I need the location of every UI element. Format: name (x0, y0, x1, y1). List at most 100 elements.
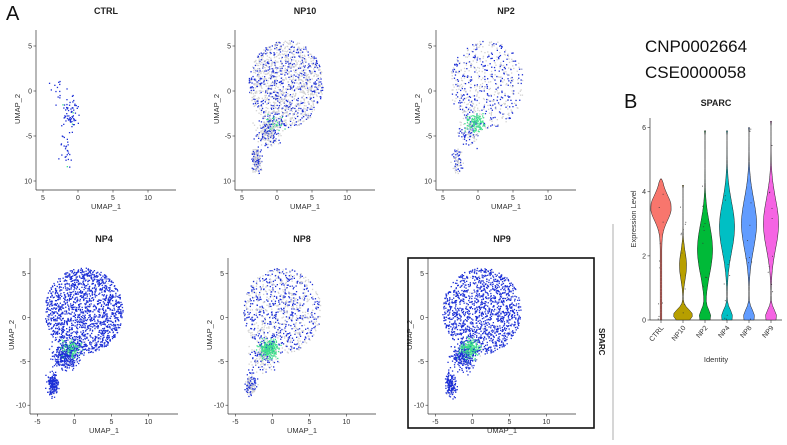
cell-point (285, 57, 287, 59)
cell-point (280, 118, 282, 120)
cell-point (279, 81, 282, 83)
cell-point (64, 349, 66, 351)
cell-point (66, 353, 68, 355)
cell-point (257, 72, 259, 74)
cell-point (92, 271, 94, 273)
cell-point (498, 103, 500, 106)
cell-point (255, 79, 257, 81)
cell-point (63, 360, 66, 362)
cell-point (116, 305, 118, 307)
cell-point (310, 88, 312, 90)
cell-point (266, 55, 268, 57)
cell-point (71, 343, 73, 345)
cell-point (118, 324, 120, 326)
cell-point (298, 77, 300, 79)
cell-point (296, 43, 298, 45)
cell-point (48, 316, 50, 318)
point-cloud (48, 80, 80, 168)
cell-point (46, 381, 48, 383)
cell-point (54, 378, 57, 380)
cell-point (472, 103, 475, 105)
cell-point (64, 363, 66, 365)
cell-point (252, 160, 254, 162)
cell-point (115, 317, 117, 319)
cell-point (81, 274, 83, 276)
cell-point (274, 126, 276, 128)
cell-point (257, 157, 259, 159)
cell-point (262, 53, 264, 55)
cell-point (256, 160, 259, 163)
cell-point (64, 302, 67, 304)
cell-point (276, 71, 278, 74)
cell-point (65, 306, 67, 308)
cell-point (69, 275, 71, 277)
cell-point (111, 337, 114, 340)
cell-point (283, 79, 285, 81)
cell-point (463, 101, 466, 104)
cell-point (303, 48, 305, 50)
cell-point (482, 125, 484, 127)
cell-point (258, 76, 260, 78)
cell-point (276, 104, 278, 107)
cell-point (295, 104, 297, 106)
cell-point (65, 272, 67, 274)
cell-point (66, 348, 68, 350)
cell-point (66, 323, 68, 325)
cell-point (278, 53, 280, 55)
cell-point (87, 301, 89, 303)
cell-point (316, 88, 318, 90)
cell-point (263, 121, 265, 123)
cell-point (68, 313, 71, 315)
cell-point (268, 126, 270, 128)
cell-point (289, 120, 292, 122)
cell-point (455, 163, 457, 165)
cell-point (273, 90, 276, 92)
cell-point (311, 106, 313, 108)
cell-point (303, 68, 305, 70)
cell-point (82, 282, 85, 285)
cell-point (54, 307, 56, 309)
cell-point (467, 96, 469, 98)
cell-point (115, 295, 117, 297)
cell-point (66, 302, 68, 304)
cell-point (61, 283, 63, 285)
cell-point (281, 107, 283, 110)
cell-point (109, 297, 112, 299)
cell-point (309, 70, 311, 72)
cell-point (312, 101, 314, 103)
cell-point (261, 106, 263, 108)
cell-point (83, 288, 85, 291)
cell-point (271, 64, 273, 66)
cell-point (268, 59, 270, 61)
cell-point (97, 326, 100, 328)
cell-point (269, 88, 271, 90)
cell-point (484, 72, 486, 74)
cell-point (82, 312, 85, 314)
cell-point (69, 120, 71, 122)
cell-point (118, 312, 120, 315)
cell-point (461, 151, 463, 153)
cell-point (487, 64, 489, 67)
cell-point (78, 342, 81, 345)
cell-point (306, 74, 308, 77)
cell-point (277, 92, 279, 94)
cell-point (83, 341, 85, 343)
cell-point (73, 351, 75, 353)
cell-point (282, 130, 284, 132)
cell-point (269, 53, 271, 55)
cell-point (117, 311, 119, 313)
cell-point (480, 129, 482, 131)
cell-point (254, 95, 256, 97)
cell-point (248, 82, 250, 84)
cell-point (102, 315, 104, 317)
cell-point (104, 345, 106, 347)
cell-point (515, 103, 517, 105)
cell-point (71, 342, 73, 344)
cell-point (465, 131, 467, 134)
cell-point (89, 335, 91, 337)
cell-point (457, 72, 459, 74)
cell-point (268, 56, 270, 59)
cell-point (281, 116, 283, 119)
cell-point (271, 135, 274, 137)
cell-point (254, 101, 256, 103)
